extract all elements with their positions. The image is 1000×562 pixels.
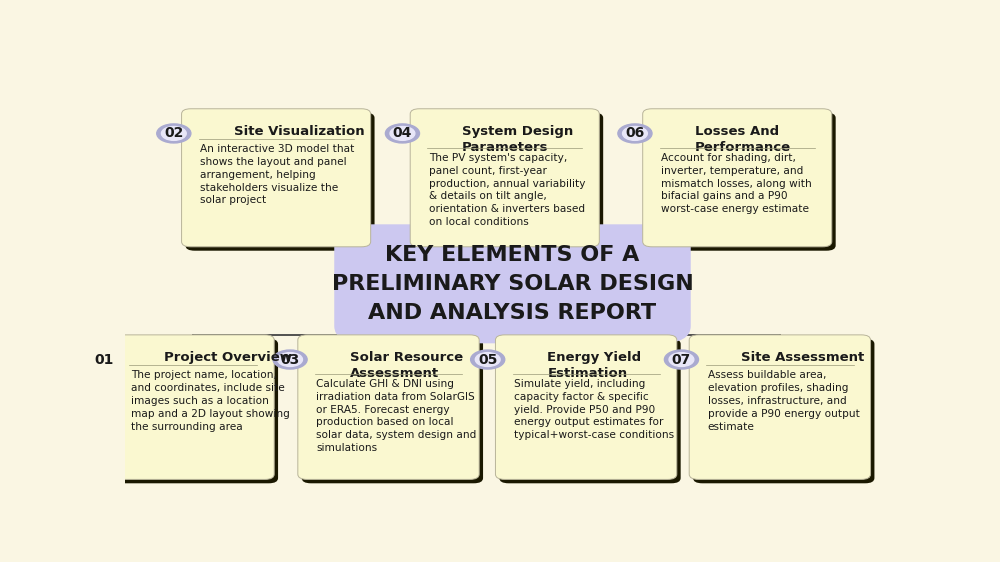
FancyBboxPatch shape [334, 224, 691, 343]
FancyBboxPatch shape [693, 339, 874, 483]
Circle shape [669, 352, 694, 366]
Text: 06: 06 [625, 126, 645, 140]
Circle shape [475, 352, 500, 366]
Circle shape [471, 350, 505, 369]
Circle shape [92, 352, 117, 366]
FancyBboxPatch shape [643, 109, 832, 247]
Text: Losses And
Performance: Losses And Performance [695, 125, 791, 154]
Circle shape [618, 124, 652, 143]
Text: 02: 02 [164, 126, 184, 140]
Text: System Design
Parameters: System Design Parameters [462, 125, 573, 154]
FancyBboxPatch shape [410, 109, 599, 247]
Text: 03: 03 [280, 352, 300, 366]
Circle shape [157, 124, 191, 143]
Text: Calculate GHI & DNI using
irradiation data from SolarGIS
or ERA5. Forecast energ: Calculate GHI & DNI using irradiation da… [316, 379, 477, 453]
FancyBboxPatch shape [116, 339, 278, 483]
Text: Simulate yield, including
capacity factor & specific
yield. Provide P50 and P90
: Simulate yield, including capacity facto… [514, 379, 674, 440]
FancyBboxPatch shape [414, 112, 603, 251]
Text: Solar Resource
Assessment: Solar Resource Assessment [350, 351, 463, 380]
FancyBboxPatch shape [647, 112, 836, 251]
FancyBboxPatch shape [499, 339, 681, 483]
FancyBboxPatch shape [302, 339, 483, 483]
Circle shape [664, 350, 698, 369]
Circle shape [273, 350, 307, 369]
Text: Assess buildable area,
elevation profiles, shading
losses, infrastructure, and
p: Assess buildable area, elevation profile… [708, 370, 860, 432]
Text: The project name, location,
and coordinates, include site
images such as a locat: The project name, location, and coordina… [131, 370, 290, 432]
Text: The PV system's capacity,
panel count, first-year
production, annual variability: The PV system's capacity, panel count, f… [429, 153, 585, 227]
FancyBboxPatch shape [185, 112, 375, 251]
Text: Project Overview: Project Overview [164, 351, 292, 364]
Text: Site Visualization: Site Visualization [234, 125, 364, 138]
Text: Account for shading, dirt,
inverter, temperature, and
mismatch losses, along wit: Account for shading, dirt, inverter, tem… [661, 153, 812, 214]
Text: Energy Yield
Estimation: Energy Yield Estimation [547, 351, 642, 380]
Text: 05: 05 [478, 352, 497, 366]
FancyBboxPatch shape [112, 335, 274, 479]
Text: Site Assessment: Site Assessment [741, 351, 864, 364]
Circle shape [385, 124, 420, 143]
FancyBboxPatch shape [495, 335, 677, 479]
Text: 01: 01 [95, 352, 114, 366]
FancyBboxPatch shape [298, 335, 479, 479]
Text: An interactive 3D model that
shows the layout and panel
arrangement, helping
sta: An interactive 3D model that shows the l… [200, 144, 355, 206]
FancyBboxPatch shape [689, 335, 871, 479]
Circle shape [390, 126, 415, 140]
Text: 04: 04 [393, 126, 412, 140]
Circle shape [161, 126, 186, 140]
FancyBboxPatch shape [182, 109, 371, 247]
Text: 07: 07 [672, 352, 691, 366]
Circle shape [87, 350, 122, 369]
Circle shape [623, 126, 647, 140]
Circle shape [278, 352, 302, 366]
Text: KEY ELEMENTS OF A
PRELIMINARY SOLAR DESIGN
AND ANALYSIS REPORT: KEY ELEMENTS OF A PRELIMINARY SOLAR DESI… [332, 245, 693, 323]
